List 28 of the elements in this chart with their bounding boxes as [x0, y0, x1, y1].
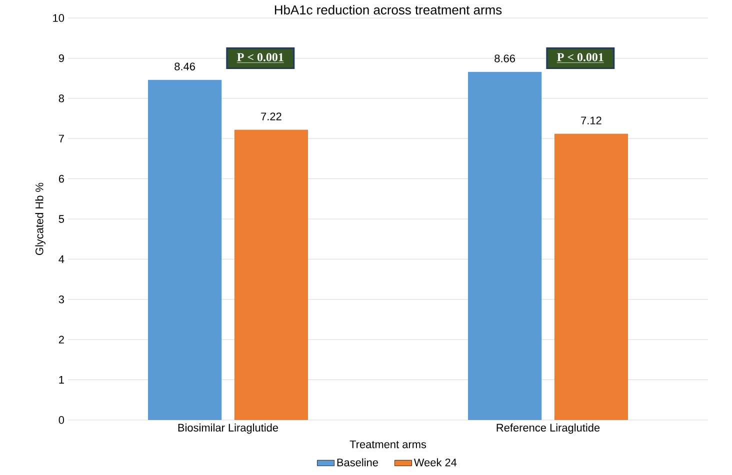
bar — [234, 130, 308, 420]
y-tick-label: 2 — [58, 336, 64, 344]
legend-label: Baseline — [337, 458, 378, 466]
y-tick-label: 1 — [59, 376, 64, 384]
annotation: P < 0.001 — [237, 53, 284, 62]
legend-label: Week 24 — [414, 458, 457, 466]
data-label: 8.66 — [494, 54, 515, 62]
x-tick-label: Biosimilar Liraglutide — [178, 424, 278, 434]
bar — [468, 72, 542, 420]
y-tick-label: 0 — [58, 416, 64, 424]
data-label: 8.46 — [174, 62, 195, 70]
data-label: 7.12 — [581, 116, 602, 124]
x-tick-label: Reference Liraglutide — [496, 424, 600, 434]
y-tick-label: 4 — [58, 255, 64, 263]
y-axis-title: Glycated Hb % — [35, 182, 46, 255]
y-tick-label: 6 — [58, 174, 64, 183]
annotation: P < 0.001 — [557, 53, 604, 62]
y-tick-label: 8 — [58, 94, 64, 102]
x-axis-title: Treatment arms — [350, 440, 426, 448]
bar — [554, 134, 628, 420]
y-tick-label: 9 — [58, 54, 64, 62]
bar — [148, 80, 222, 420]
y-tick-label: 7 — [58, 134, 64, 142]
chart-title: HbA1c reduction across treatment arms — [274, 4, 502, 14]
y-tick-label: 3 — [58, 296, 64, 304]
data-label: 7.22 — [261, 112, 282, 120]
y-tick-label: 10 — [53, 14, 64, 22]
y-tick-label: 5 — [58, 215, 64, 223]
